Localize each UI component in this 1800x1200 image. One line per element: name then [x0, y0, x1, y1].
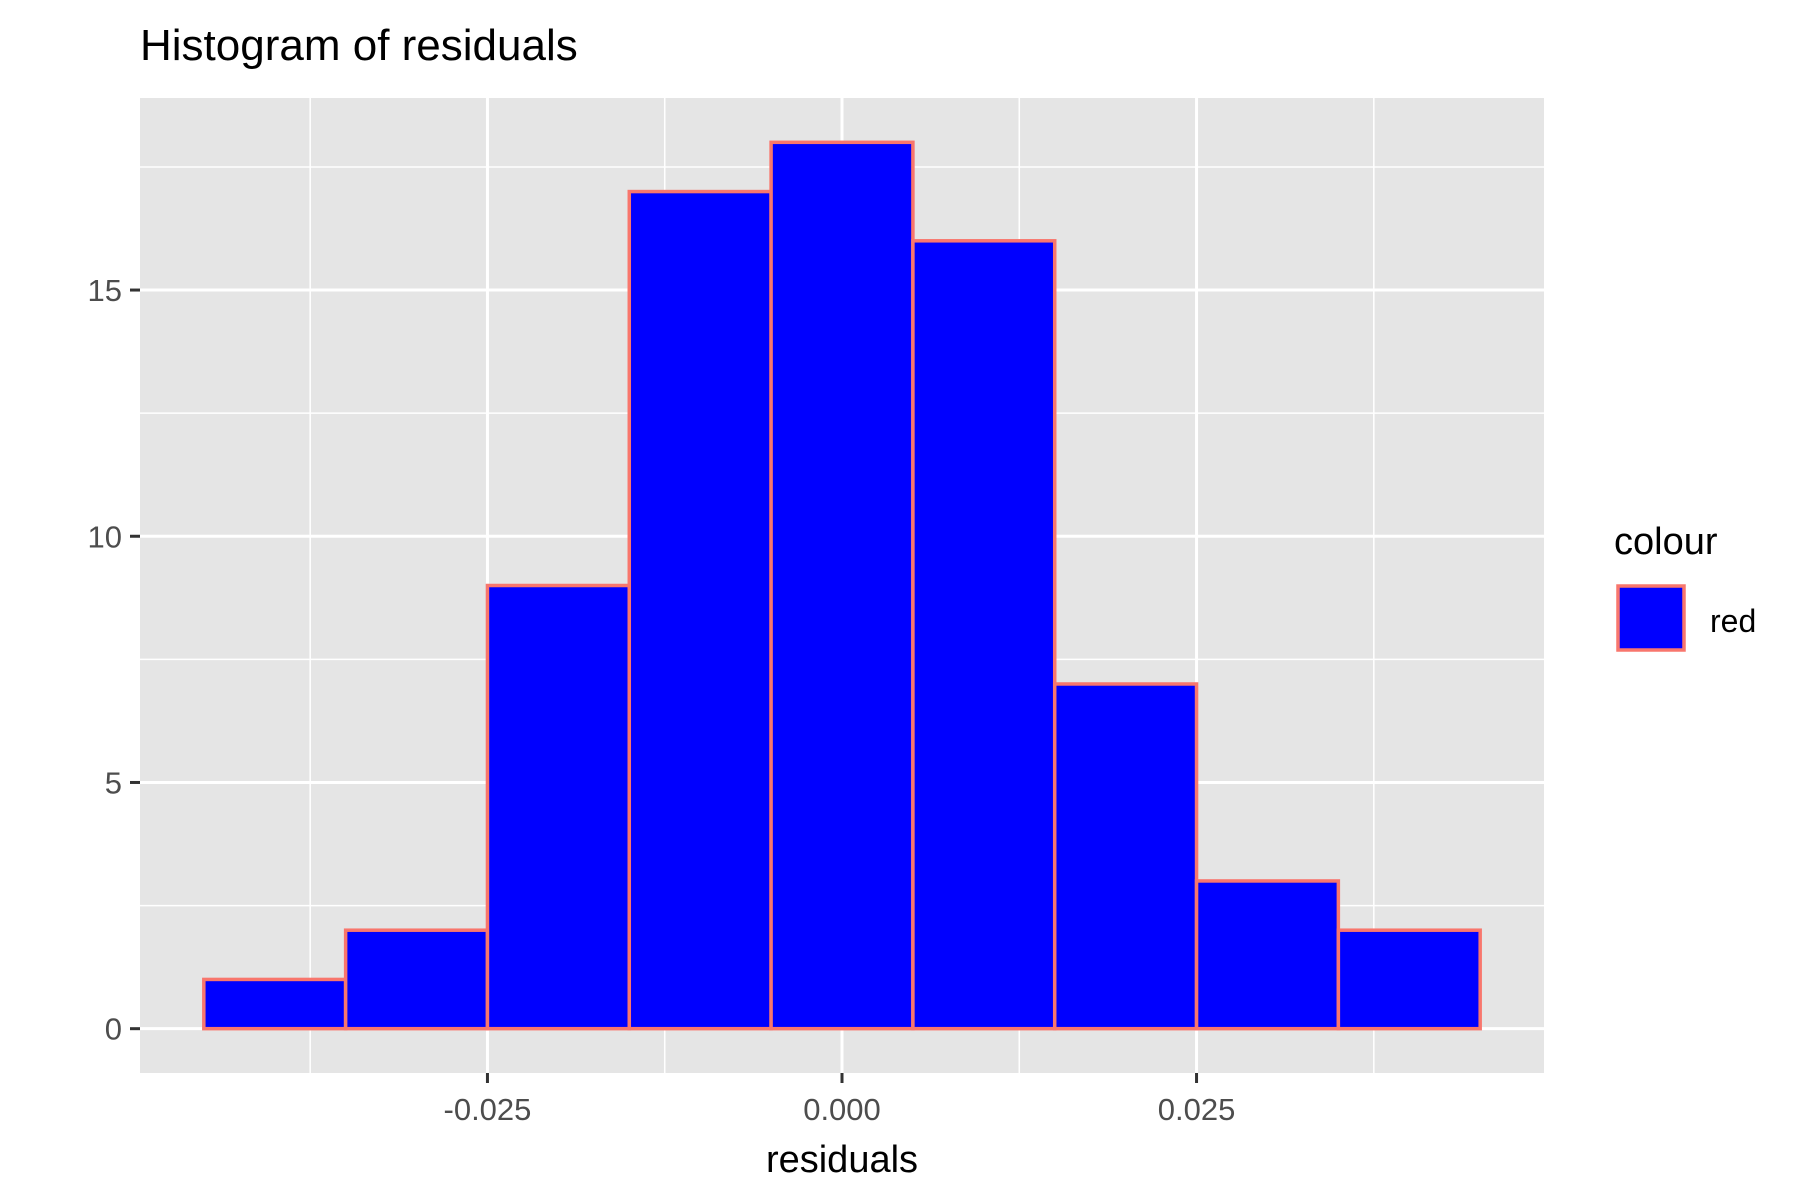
legend-label: red [1710, 603, 1756, 639]
y-tick-label: 15 [88, 273, 122, 308]
x-axis-title: residuals [766, 1139, 918, 1181]
histogram-bars [202, 140, 1482, 1031]
histogram-bar [911, 239, 1057, 1031]
y-tick-label: 10 [88, 519, 122, 554]
legend: colour red [1614, 521, 1756, 652]
histogram-bar [202, 977, 348, 1031]
y-tick-label: 0 [105, 1012, 122, 1047]
x-tick-label: 0.000 [803, 1092, 881, 1127]
histogram-bar [343, 928, 490, 1031]
histogram-bar [1336, 928, 1482, 1031]
histogram-bar [485, 583, 632, 1031]
x-tick-label: -0.025 [444, 1092, 532, 1127]
legend-title: colour [1614, 521, 1718, 563]
histogram-bar [627, 189, 773, 1031]
histogram-bar [1194, 879, 1341, 1031]
x-tick-label: 0.025 [1158, 1092, 1236, 1127]
histogram-bar [1052, 682, 1199, 1031]
y-tick-label: 5 [105, 765, 122, 800]
legend-key-swatch [1616, 584, 1686, 652]
x-axis: -0.025 0.000 0.025 [444, 1073, 1236, 1127]
chart-title: Histogram of residuals [140, 21, 578, 70]
y-axis: 0 5 10 15 [88, 273, 140, 1047]
histogram-bar [769, 140, 915, 1031]
